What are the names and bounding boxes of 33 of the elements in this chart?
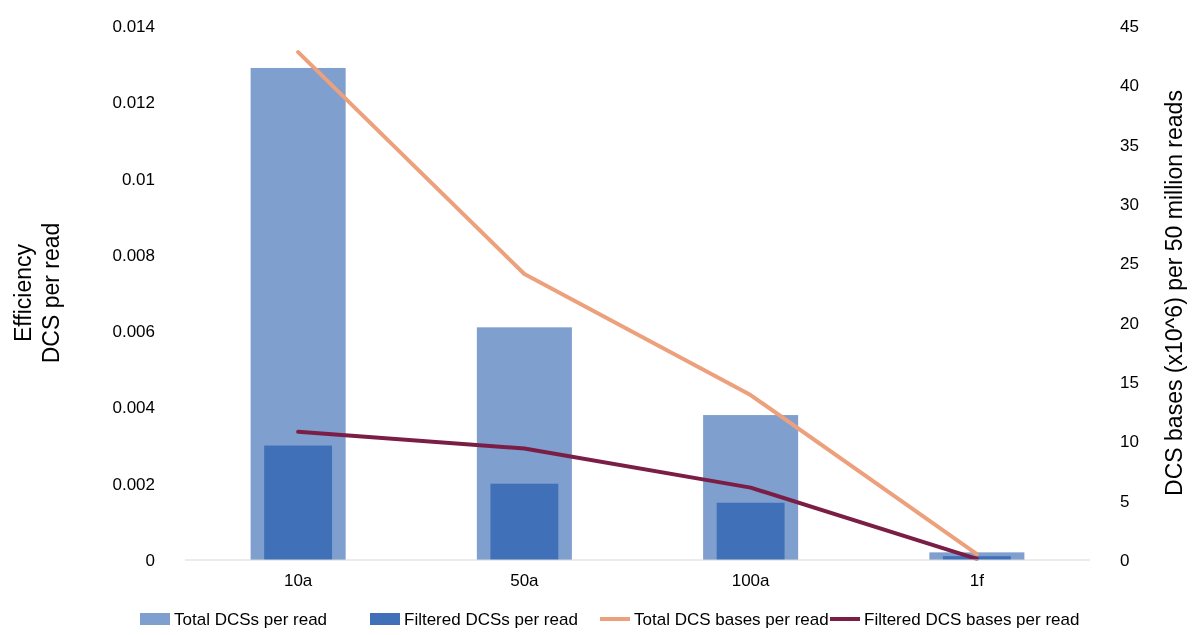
y-tick-label: 0.008 — [112, 245, 155, 265]
bar — [264, 445, 333, 560]
line-series — [296, 50, 979, 557]
y2-tick-label: 25 — [1120, 254, 1139, 274]
y2-tick-label: 35 — [1120, 135, 1139, 155]
y2-tick-label: 20 — [1120, 313, 1139, 333]
y-tick-label: 0.002 — [112, 474, 155, 494]
y2-tick-label: 45 — [1120, 16, 1139, 36]
bar — [490, 483, 559, 560]
y2-tick-label: 0 — [1120, 550, 1130, 570]
x-tick-label: 10a — [283, 571, 313, 590]
x-tick-label: 1f — [969, 571, 985, 590]
legend-label: Total DCSs per read — [174, 610, 328, 629]
y-axis-title: Efficiency DCS per read — [10, 222, 64, 364]
y2-tick-label: 5 — [1120, 491, 1130, 511]
x-tick-label: 100a — [731, 571, 771, 590]
y2-tick-label: 30 — [1120, 194, 1139, 214]
y-tick-label: 0.006 — [112, 322, 155, 342]
bar — [716, 502, 785, 560]
y-tick-label: 0.01 — [121, 169, 155, 189]
y2-axis-title: DCS bases (x10^6) per 50 million reads — [1161, 90, 1187, 496]
x-tick-label: 50a — [510, 571, 540, 590]
legend-label: Filtered DCSs per read — [404, 610, 578, 629]
y-tick-label: 0.004 — [112, 398, 155, 418]
y2-tick-label: 15 — [1120, 372, 1139, 392]
y2-tick-label: 40 — [1120, 76, 1139, 96]
legend-label: Filtered DCS bases per read — [864, 610, 1080, 629]
y-tick-label: 0.014 — [112, 16, 155, 36]
line-series — [296, 429, 979, 561]
legend-label: Total DCS bases per read — [634, 610, 829, 629]
y2-tick-label: 10 — [1120, 432, 1139, 452]
y-tick-label: 0.012 — [112, 93, 155, 113]
y-tick-label: 0 — [145, 550, 155, 570]
